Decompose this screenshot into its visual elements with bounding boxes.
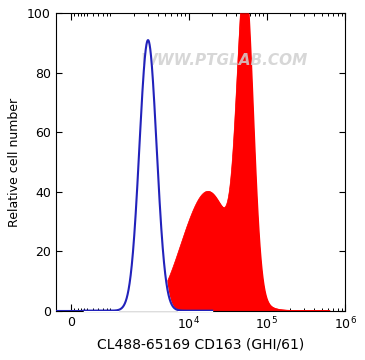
Text: WWW.PTGLAB.COM: WWW.PTGLAB.COM [140,53,307,68]
X-axis label: CL488-65169 CD163 (GHI/61): CL488-65169 CD163 (GHI/61) [97,338,304,352]
Y-axis label: Relative cell number: Relative cell number [8,98,21,226]
